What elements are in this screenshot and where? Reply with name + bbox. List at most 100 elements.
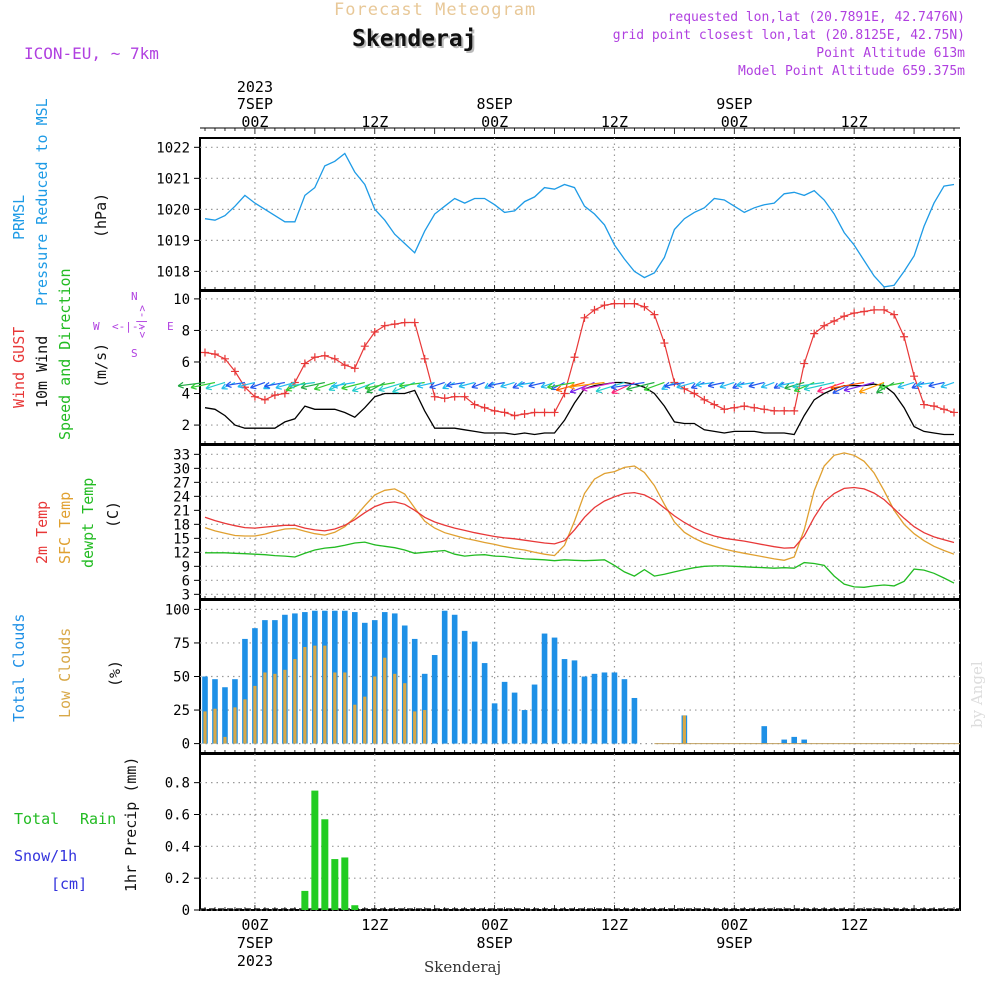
y-tick-label: 3 bbox=[182, 587, 190, 603]
bottom-hour-label: 00Z bbox=[721, 916, 748, 934]
total-clouds-bar bbox=[361, 622, 368, 744]
gust-marker bbox=[710, 400, 719, 409]
y-tick-label: 10 bbox=[173, 292, 190, 308]
precip-label-total: Total bbox=[14, 810, 59, 828]
wind-arrow-head bbox=[568, 382, 575, 390]
wind-arrow-head bbox=[581, 385, 588, 392]
y-tick-label: 30 bbox=[173, 461, 190, 477]
wind-arrow bbox=[364, 381, 395, 389]
top-year-label: 2023 bbox=[237, 78, 273, 96]
wind-arrow bbox=[328, 381, 346, 391]
wind-arrow bbox=[471, 381, 485, 388]
wind-arrow-head bbox=[876, 387, 883, 394]
bottom-date-label: 8SEP bbox=[477, 934, 513, 952]
gust-marker bbox=[850, 309, 859, 318]
precip-unit: 1hr Precip (mm) bbox=[122, 757, 140, 892]
wind-label-3: Speed and Direction bbox=[56, 268, 74, 440]
y-tick-label: 25 bbox=[173, 703, 190, 719]
y-tick-label: 12 bbox=[173, 545, 190, 561]
low-clouds-bar bbox=[353, 704, 357, 744]
total-clouds-bar bbox=[571, 660, 578, 744]
clouds-label-1: Total Clouds bbox=[10, 614, 28, 722]
model-altitude: Model Point Altitude 659.375m bbox=[738, 64, 965, 79]
wind-arrow-head bbox=[643, 384, 651, 392]
gust-marker bbox=[480, 403, 489, 412]
wind-arrow bbox=[341, 381, 365, 389]
wind-arrow-head bbox=[341, 383, 348, 391]
pressure-label-1: PRMSL bbox=[10, 195, 28, 240]
gust-marker bbox=[790, 406, 799, 415]
y-tick-label: 75 bbox=[173, 636, 190, 652]
top-date-label: 9SEP bbox=[716, 95, 752, 113]
gust-marker bbox=[730, 403, 739, 412]
total-clouds-bar bbox=[791, 736, 798, 744]
wind-arrow-head bbox=[442, 383, 449, 390]
rain-bar bbox=[301, 890, 309, 910]
wind-label-1: Wind GUST bbox=[10, 327, 28, 408]
clouds-unit: (%) bbox=[106, 660, 124, 687]
gust-marker bbox=[440, 394, 449, 403]
wind-arrow-head bbox=[736, 381, 743, 388]
top-date-label: 8SEP bbox=[477, 95, 513, 113]
wind-arrow-head bbox=[446, 381, 453, 389]
wind-arrow bbox=[300, 381, 325, 389]
gust-marker bbox=[720, 405, 729, 414]
total-clouds-bar bbox=[491, 703, 498, 744]
y-tick-label: 0.4 bbox=[165, 839, 190, 855]
y-tick-label: 27 bbox=[173, 475, 190, 491]
cloud-labels: Total Clouds Low Clouds (%) bbox=[10, 614, 124, 722]
gust-marker bbox=[810, 329, 819, 338]
bottom-hour-label: 00Z bbox=[481, 916, 508, 934]
low-clouds-bar bbox=[333, 672, 337, 744]
total-clouds-bar bbox=[222, 687, 228, 744]
wind-arrow bbox=[643, 381, 665, 391]
total-clouds-bar bbox=[781, 739, 788, 744]
total-clouds-bar bbox=[411, 638, 418, 744]
gust-marker bbox=[540, 408, 549, 417]
wind-arrow bbox=[314, 381, 336, 390]
gust-marker bbox=[830, 316, 839, 325]
low-clouds-bar bbox=[223, 736, 227, 744]
wind-arrow bbox=[378, 381, 405, 391]
wind-arrow bbox=[581, 381, 615, 390]
y-tick-label: 21 bbox=[173, 503, 190, 519]
gust-marker bbox=[370, 328, 379, 337]
top-hour-label: 12Z bbox=[601, 113, 628, 131]
series-line-wind10m bbox=[204, 381, 954, 436]
wind-arrow-head bbox=[817, 386, 824, 394]
precip-label-snow: Snow/1h bbox=[14, 847, 77, 865]
model-label: ICON-EU, ~ 7km bbox=[24, 44, 159, 63]
gust-marker bbox=[620, 299, 629, 308]
wind-arrow-head bbox=[364, 383, 371, 391]
wind-arrow-head bbox=[595, 386, 603, 394]
compass-e: E bbox=[167, 320, 174, 333]
gust-marker bbox=[280, 389, 289, 398]
temp-label-1: 2m Temp bbox=[33, 501, 51, 564]
wind-arrow-head bbox=[484, 382, 491, 389]
clouds-label-2: Low Clouds bbox=[56, 628, 74, 718]
wind-arrow-head bbox=[773, 382, 781, 389]
gust-marker bbox=[200, 348, 209, 357]
bottom-hour-label: 12Z bbox=[841, 916, 868, 934]
wind-arrow bbox=[352, 381, 375, 392]
gust-marker bbox=[500, 408, 509, 417]
wind-arrow-head bbox=[940, 382, 947, 389]
wind-arrow-head bbox=[547, 383, 554, 390]
y-tick-label: 1022 bbox=[156, 140, 190, 156]
wind-arrow bbox=[928, 381, 945, 387]
gust-marker bbox=[800, 359, 809, 368]
compass-n: N bbox=[131, 290, 138, 303]
low-clouds-bar bbox=[293, 659, 297, 744]
wind-arrow bbox=[205, 381, 226, 390]
low-clouds-bar bbox=[393, 673, 397, 744]
wind-arrow bbox=[761, 381, 775, 388]
wind-arrow-head bbox=[695, 380, 702, 388]
watermark: by Angel bbox=[968, 661, 986, 728]
wind-arrow-head bbox=[190, 383, 197, 390]
wind-arrow-head bbox=[803, 384, 811, 392]
gust-marker bbox=[550, 408, 559, 417]
wind-arrow-head bbox=[221, 383, 228, 390]
low-clouds-bar bbox=[273, 673, 277, 744]
low-clouds-bar bbox=[233, 707, 237, 744]
